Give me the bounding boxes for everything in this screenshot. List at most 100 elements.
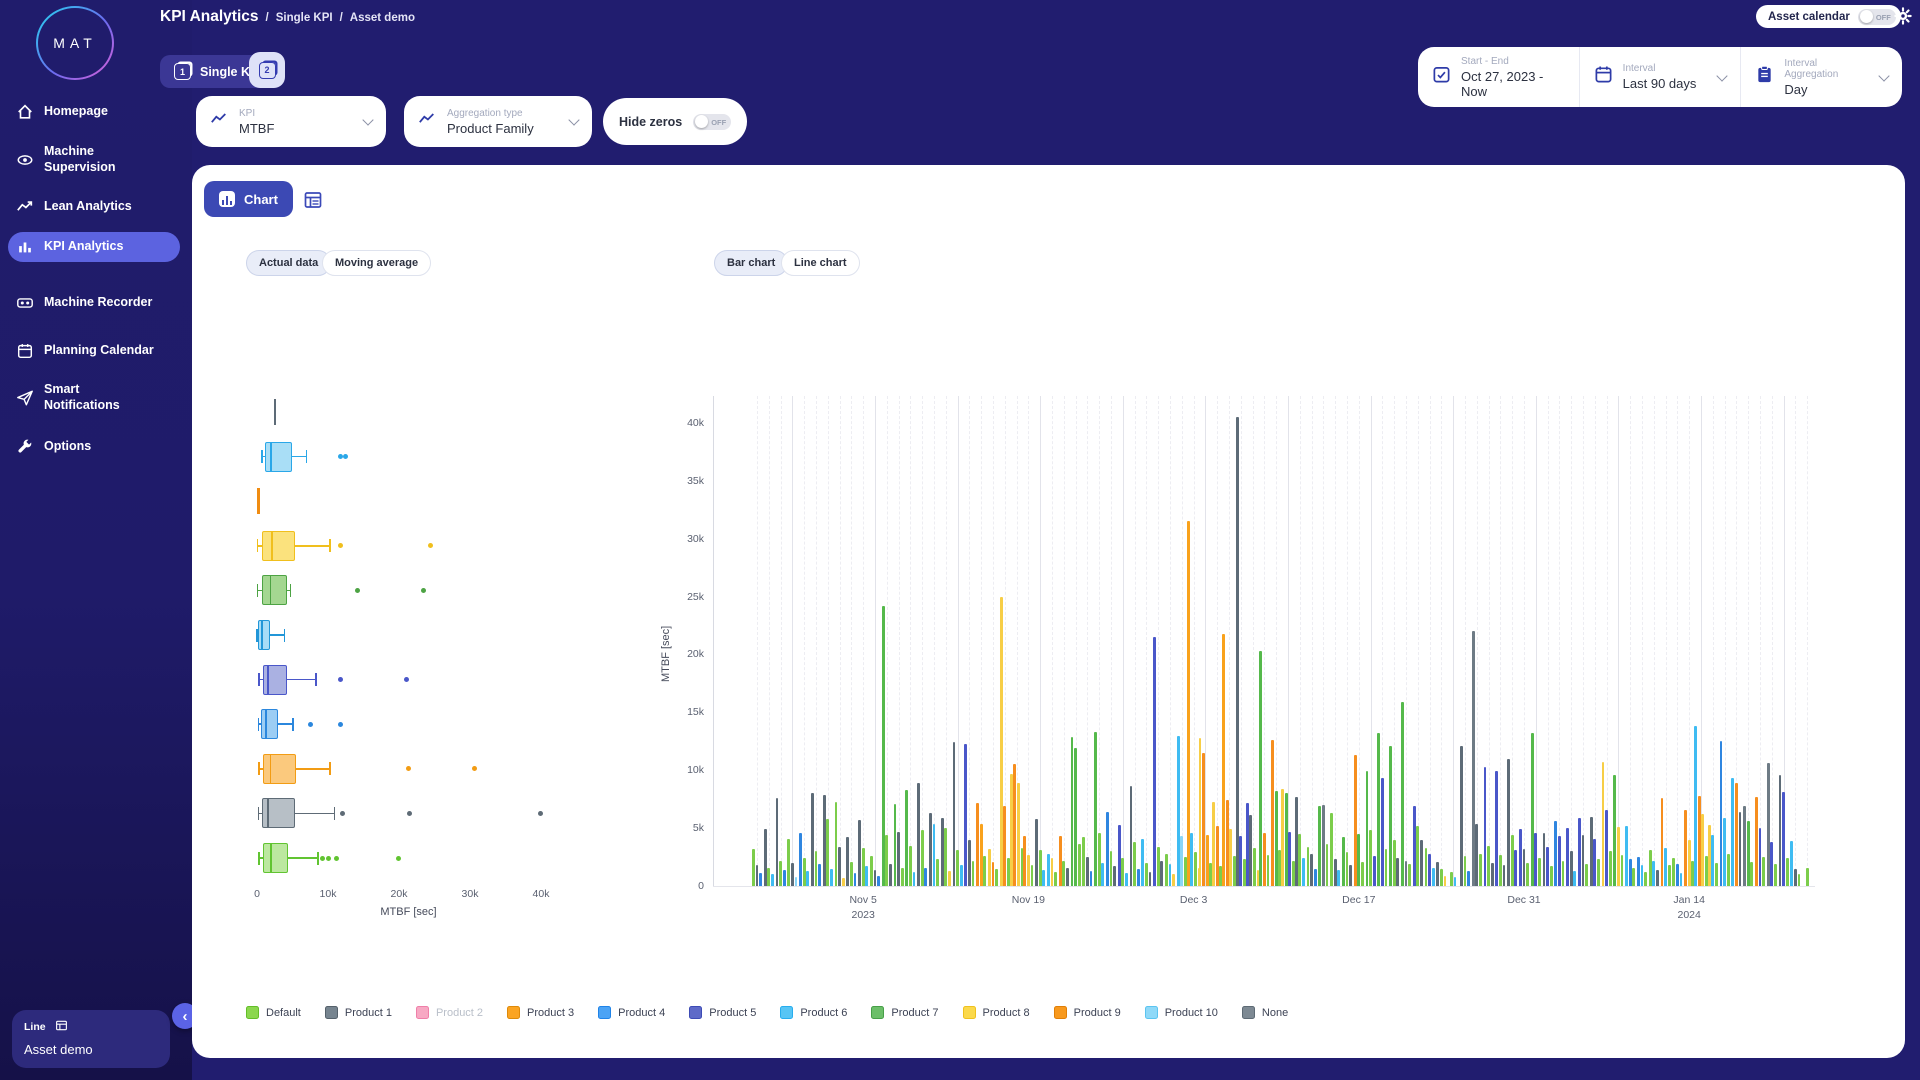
legend-item-product-9[interactable]: Product 9 — [1053, 1006, 1121, 1019]
boxplot-outlier[interactable] — [403, 677, 409, 683]
legend-item-product-2[interactable]: Product 2 — [415, 1006, 483, 1019]
bar-product-8[interactable] — [1701, 814, 1705, 886]
boxplot-outlier[interactable] — [472, 766, 478, 772]
sidebar-item-lean-analytics[interactable]: Lean Analytics — [8, 192, 180, 222]
bar-product-8[interactable] — [1212, 801, 1215, 886]
bar-product-7[interactable] — [1259, 650, 1263, 886]
bar-product-5[interactable] — [1428, 853, 1431, 886]
bar-product-6[interactable] — [1141, 838, 1145, 886]
bar-default[interactable] — [1416, 825, 1420, 886]
bar-product-1[interactable] — [1349, 865, 1352, 886]
bar-product-1[interactable] — [1460, 745, 1463, 886]
bar-product-1[interactable] — [1235, 417, 1239, 886]
boxplot-box-product-6[interactable] — [264, 441, 292, 472]
table-view-icon[interactable] — [303, 190, 323, 210]
boxplot-outlier[interactable] — [326, 855, 332, 861]
bar-product-1[interactable] — [763, 829, 767, 886]
bar-product-6[interactable] — [1431, 867, 1435, 886]
bar-product-1[interactable] — [1035, 818, 1038, 886]
bar-product-9[interactable] — [1225, 800, 1229, 886]
bar-product-9[interactable] — [1003, 806, 1007, 886]
bar-product-8[interactable] — [841, 877, 845, 886]
legend-item-product-6[interactable]: Product 6 — [780, 1006, 847, 1019]
bar-default[interactable] — [1156, 846, 1160, 886]
bar-default[interactable] — [1608, 851, 1612, 886]
interval-select[interactable]: Interval Last 90 days — [1578, 47, 1741, 107]
bar-product-1[interactable] — [755, 865, 759, 886]
bar-product-1[interactable] — [1148, 872, 1152, 886]
bar-product-1[interactable] — [1738, 811, 1742, 886]
bar-default[interactable] — [870, 855, 873, 886]
bar-default[interactable] — [752, 848, 755, 886]
bar-product-8[interactable] — [1617, 826, 1620, 886]
bar-product-6[interactable] — [1190, 832, 1194, 886]
hide-zeros-toggle[interactable]: OFF — [693, 113, 732, 130]
bar-product-6[interactable] — [1652, 860, 1656, 886]
bar-product-1[interactable] — [889, 864, 892, 886]
bar-default[interactable] — [802, 858, 806, 886]
bar-default[interactable] — [767, 867, 771, 886]
bar-product-6[interactable] — [1679, 873, 1683, 886]
bar-product-5[interactable] — [1117, 824, 1121, 886]
bar-product-3[interactable] — [1222, 633, 1225, 886]
bar-default[interactable] — [1705, 855, 1708, 886]
bar-default[interactable] — [1133, 842, 1136, 886]
bar-product-1[interactable] — [1113, 866, 1116, 886]
legend-item-product-4[interactable]: Product 4 — [598, 1006, 665, 1019]
bar-product-5[interactable] — [1593, 838, 1597, 886]
bar-none[interactable] — [1404, 860, 1408, 886]
bar-product-5[interactable] — [1558, 836, 1561, 886]
boxplot-outlier[interactable] — [395, 855, 401, 861]
bar-none[interactable] — [1471, 631, 1475, 886]
boxplot-outlier[interactable] — [407, 810, 413, 816]
bar-default[interactable] — [861, 847, 865, 886]
bar-default[interactable] — [995, 868, 998, 886]
bar-product-6[interactable] — [865, 866, 869, 886]
asset-calendar-toggle-pill[interactable]: Asset calendar OFF — [1756, 5, 1901, 28]
boxplot-outlier[interactable] — [338, 721, 344, 727]
bar-product-4[interactable] — [782, 869, 786, 886]
bar-default[interactable] — [1510, 835, 1514, 886]
bar-product-1[interactable] — [940, 817, 944, 886]
bar-default[interactable] — [1266, 854, 1270, 886]
bar-product-4[interactable] — [759, 873, 762, 886]
bar-product-10[interactable] — [1180, 836, 1184, 886]
bar-product-9[interactable] — [1697, 795, 1701, 886]
bar-product-1[interactable] — [1294, 796, 1298, 886]
bar-default[interactable] — [1165, 853, 1168, 886]
bar-default[interactable] — [1219, 866, 1223, 886]
bar-product-1[interactable] — [1502, 865, 1506, 886]
bar-product-5[interactable] — [1770, 842, 1774, 886]
boxplot-box-product-8[interactable] — [261, 530, 296, 561]
bar-default[interactable] — [1620, 854, 1624, 886]
bar-default[interactable] — [900, 867, 904, 886]
legend-item-product-3[interactable]: Product 3 — [507, 1006, 574, 1019]
bar-default[interactable] — [983, 855, 987, 886]
bar-product-9[interactable] — [1684, 809, 1687, 886]
bar-product-10[interactable] — [794, 876, 798, 886]
bar-product-6[interactable] — [1711, 835, 1715, 886]
bar-default[interactable] — [1361, 861, 1364, 886]
bar-default[interactable] — [1762, 857, 1765, 886]
bar-default[interactable] — [814, 851, 818, 886]
bar-product-6[interactable] — [1694, 726, 1697, 886]
bar-product-6[interactable] — [959, 865, 963, 886]
bar-product-1[interactable] — [1656, 869, 1659, 886]
legend-item-none[interactable]: None — [1241, 1006, 1288, 1019]
bar-product-1[interactable] — [1086, 857, 1089, 886]
bar-default[interactable] — [1499, 854, 1502, 886]
bar-none[interactable] — [1743, 806, 1746, 886]
bar-product-4[interactable] — [853, 873, 857, 886]
bar-default[interactable] — [1369, 830, 1372, 886]
bar-default[interactable] — [1325, 844, 1329, 886]
bar-product-7[interactable] — [1357, 833, 1361, 886]
bar-product-9[interactable] — [1013, 764, 1017, 886]
bar-default[interactable] — [1424, 847, 1428, 886]
bar-product-7[interactable] — [1284, 793, 1288, 886]
bar-default[interactable] — [1020, 847, 1024, 886]
bar-default[interactable] — [1007, 858, 1010, 886]
bar-product-1[interactable] — [858, 820, 861, 886]
bar-product-4[interactable] — [1467, 870, 1470, 886]
bar-default[interactable] — [1345, 852, 1349, 886]
bar-default[interactable] — [1384, 848, 1388, 886]
